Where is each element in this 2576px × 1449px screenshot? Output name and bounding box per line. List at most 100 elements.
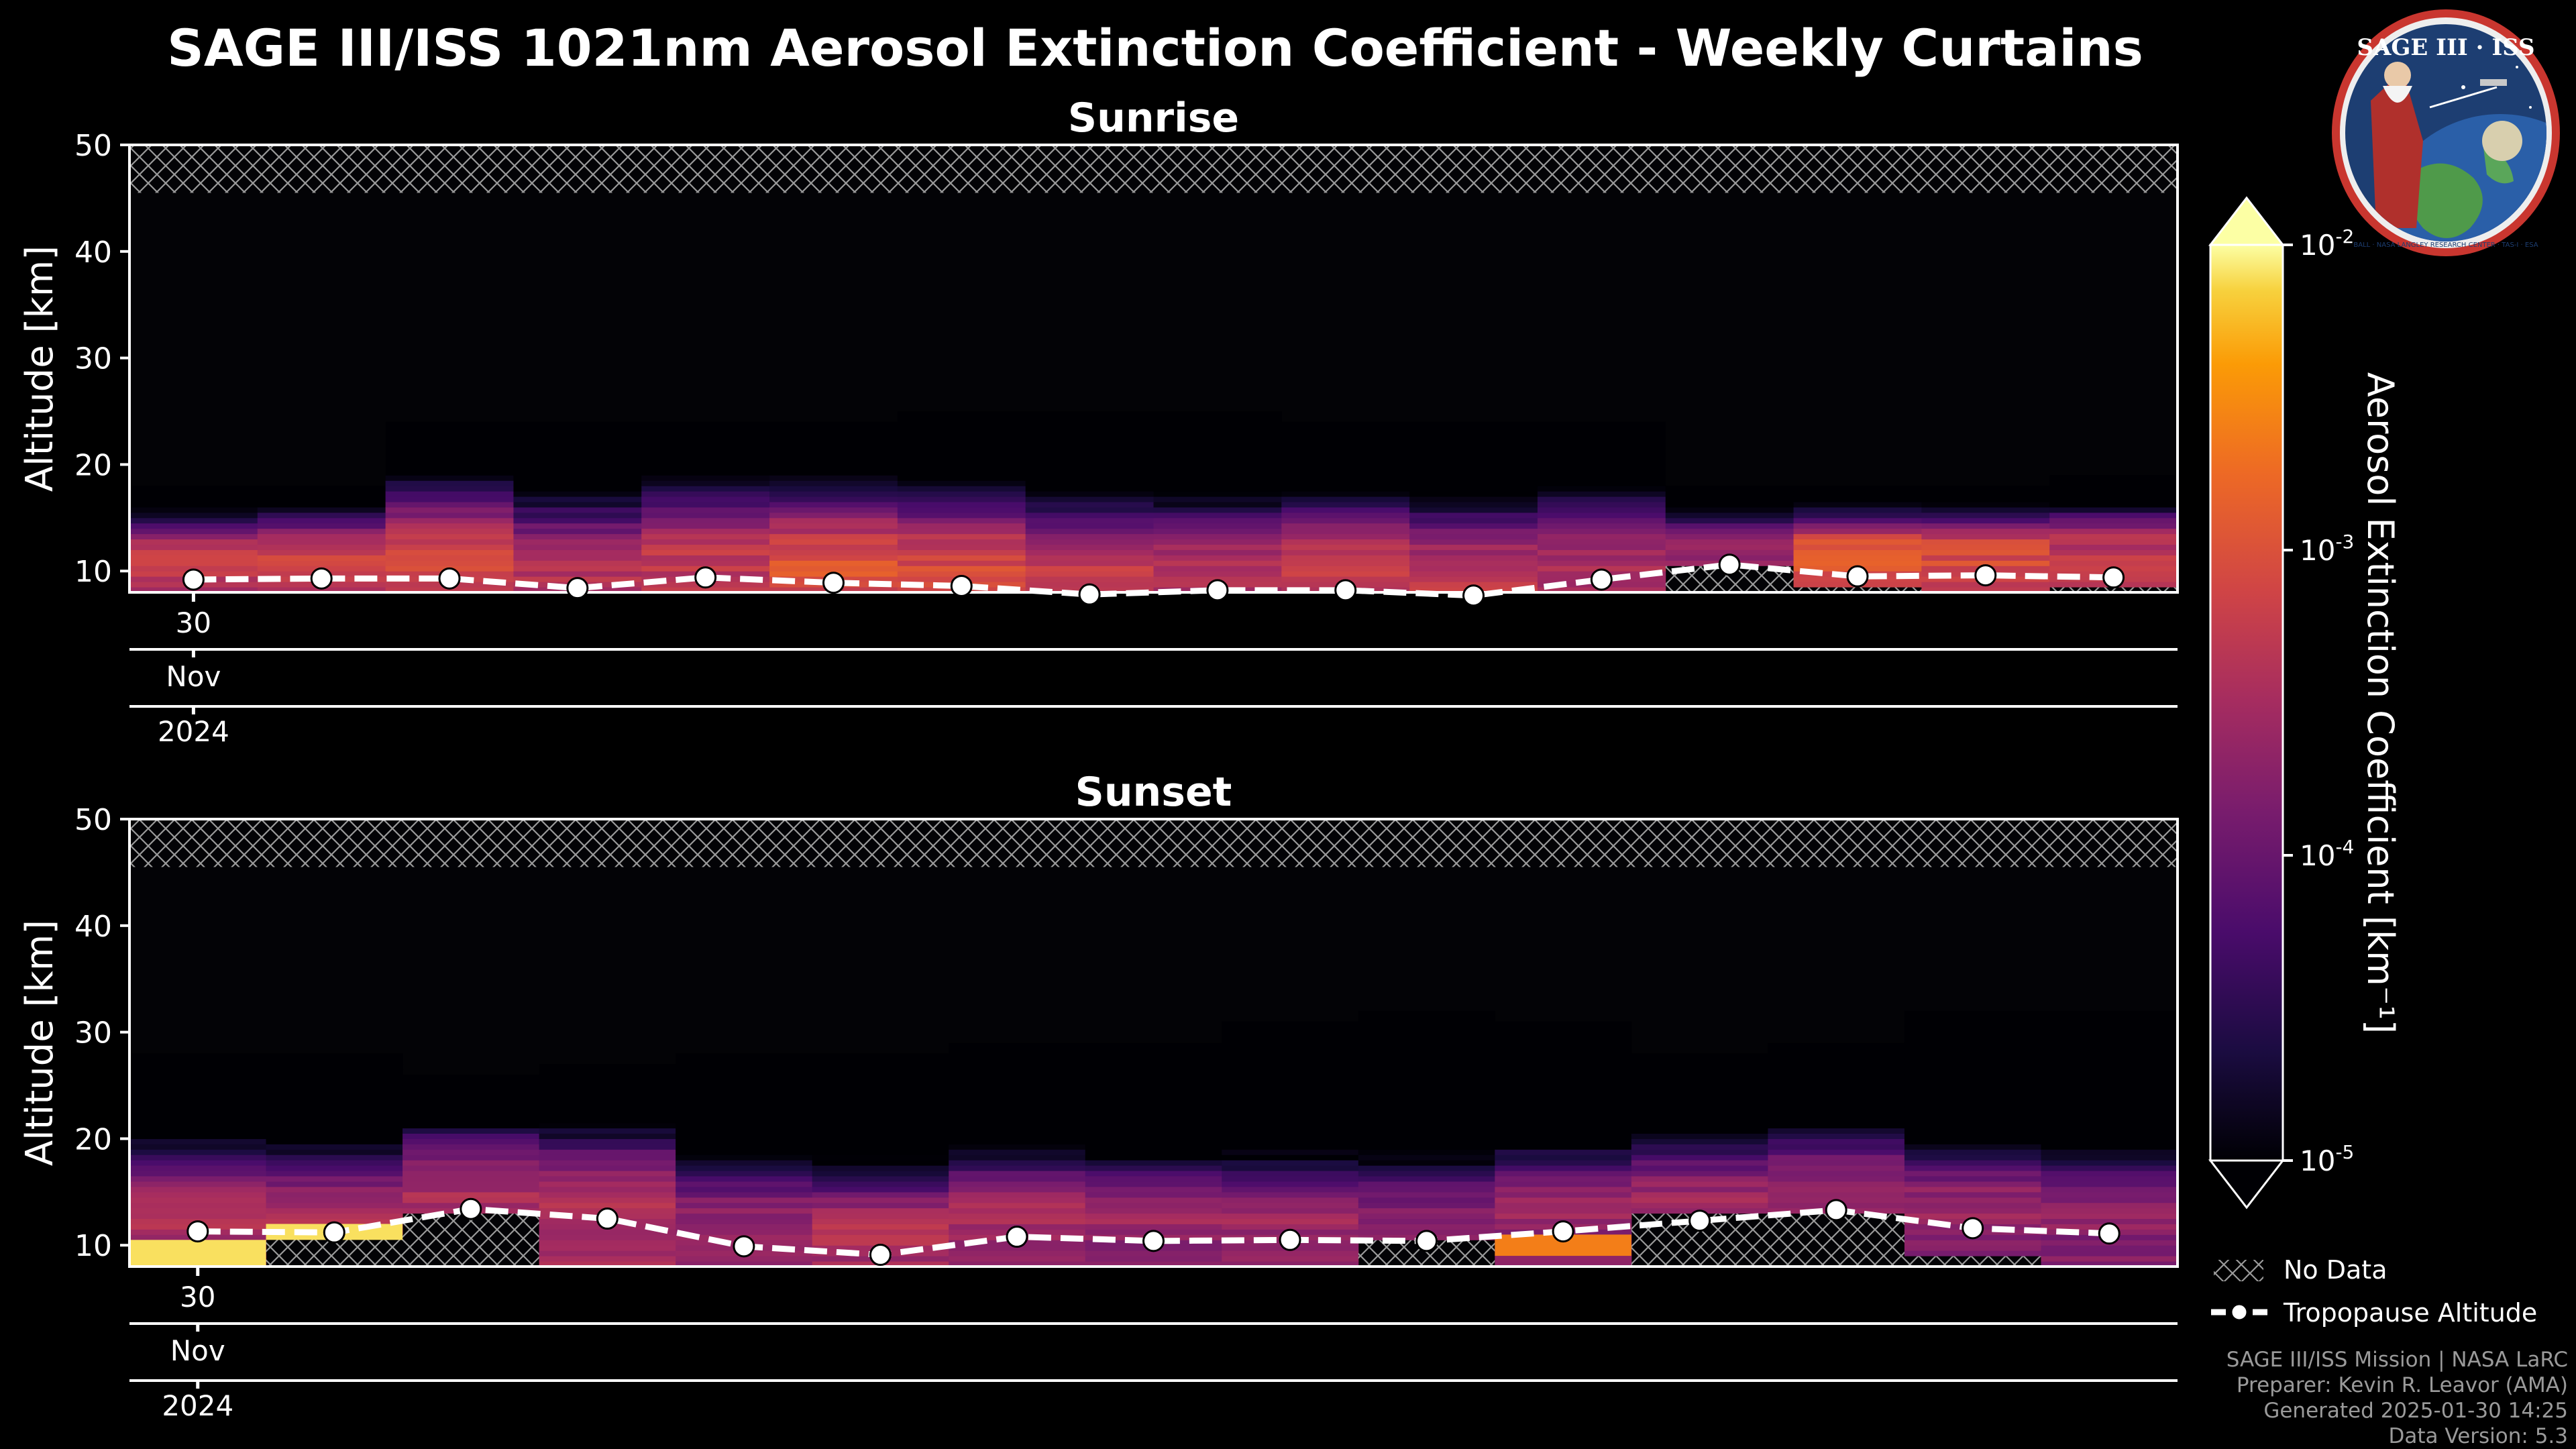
extinction-bin [1537, 539, 1666, 545]
extinction-bin [641, 470, 770, 476]
extinction-bin [1153, 453, 1282, 460]
extinction-bin [949, 1128, 1086, 1134]
extinction-bin [949, 1095, 1086, 1102]
extinction-bin [1409, 533, 1538, 540]
extinction-bin [1904, 1160, 2041, 1166]
extinction-bin [897, 496, 1026, 502]
extinction-bin [2049, 475, 2178, 481]
extinction-bin [513, 523, 642, 529]
extinction-bin [2041, 1075, 2178, 1081]
y-tick-label: 10 [74, 555, 112, 589]
extinction-bin [1153, 517, 1282, 524]
extinction-bin [257, 523, 386, 529]
y-tick-label: 50 [74, 803, 112, 837]
extinction-bin [1281, 470, 1410, 476]
extinction-bin [1768, 1171, 1905, 1177]
extinction-bin [129, 1069, 267, 1075]
extinction-bin [1768, 1186, 1905, 1193]
colorbar-tick-exponent: -5 [2335, 1141, 2354, 1163]
extinction-bin [1631, 1133, 1768, 1139]
extinction-bin [513, 427, 642, 433]
y-tick-label: 40 [74, 235, 112, 270]
extinction-bin [1495, 1069, 1632, 1075]
extinction-bin [1495, 1064, 1632, 1070]
extinction-bin [1768, 1059, 1905, 1065]
extinction-bin [1025, 506, 1154, 513]
extinction-bin [1904, 1101, 2041, 1108]
extinction-bin [1085, 1048, 1222, 1054]
extinction-bin [129, 1197, 267, 1203]
extinction-bin [1409, 566, 1538, 572]
panel-title: Sunset [1075, 769, 1232, 816]
colorbar-top-extend [2208, 196, 2286, 246]
extinction-bin [812, 1224, 949, 1230]
extinction-bin [1085, 1059, 1222, 1065]
extinction-bin [257, 491, 386, 497]
extinction-bin [1281, 437, 1410, 444]
extinction-bin [1631, 1101, 1768, 1108]
extinction-bin [769, 448, 898, 455]
extinction-bin [257, 555, 386, 561]
extinction-bin [1222, 1048, 1359, 1054]
extinction-bin [1281, 453, 1410, 460]
extinction-bin [1222, 1133, 1359, 1139]
extinction-bin [949, 1208, 1086, 1214]
tropopause-point [950, 574, 973, 597]
extinction-bin [1409, 523, 1538, 529]
extinction-bin [2041, 1090, 2178, 1097]
extinction-bin [129, 1117, 267, 1124]
extinction-bin [539, 1171, 676, 1177]
extinction-bin [1085, 1106, 1222, 1113]
extinction-bin [513, 533, 642, 540]
extinction-bin [1222, 1106, 1359, 1113]
extinction-bin [897, 571, 1026, 577]
extinction-bin [812, 1069, 949, 1075]
extinction-bin [897, 437, 1026, 444]
extinction-bin [1768, 1042, 1905, 1049]
extinction-bin [1631, 1106, 1768, 1113]
extinction-bin [769, 475, 898, 481]
extinction-bin [1222, 1021, 1359, 1028]
extinction-bin [1085, 1085, 1222, 1091]
extinction-bin [1631, 1197, 1768, 1203]
extinction-bin [1358, 1149, 1495, 1155]
extinction-bin [1025, 560, 1154, 566]
extinction-bin [513, 437, 642, 444]
extinction-bin [385, 544, 514, 550]
x-tick-year: 2024 [158, 715, 229, 748]
extinction-bin [1904, 1186, 2041, 1193]
extinction-bin [676, 1106, 813, 1113]
extinction-bin [1495, 1112, 1632, 1118]
extinction-bin [513, 571, 642, 577]
extinction-bin [897, 506, 1026, 513]
extinction-bin [1904, 1095, 2041, 1102]
extinction-bin [1358, 1128, 1495, 1134]
extinction-bin [1222, 1080, 1359, 1086]
extinction-bin [1768, 1165, 1905, 1171]
extinction-bin [1153, 560, 1282, 566]
extinction-bin [1495, 1053, 1632, 1059]
extinction-bin [402, 1128, 540, 1134]
extinction-bin [641, 437, 770, 444]
extinction-bin [1631, 1069, 1768, 1075]
sage-iii-iss-logo: SAGE III · ISS BALL · NASA LANGLEY RESEA… [2332, 9, 2560, 256]
extinction-bin [1768, 1090, 1905, 1097]
extinction-bin [1537, 437, 1666, 444]
extinction-bin [1085, 1261, 1222, 1267]
extinction-bin [1793, 502, 1922, 508]
extinction-bin [266, 1122, 403, 1129]
extinction-bin [1409, 443, 1538, 449]
extinction-bin [1025, 555, 1154, 561]
extinction-bin [1085, 1095, 1222, 1102]
extinction-bin [1537, 480, 1666, 486]
panel-sunset: 10 20 30 40 50 Altitude [km] Sunset 30 Nov 2024 [18, 769, 2179, 1422]
extinction-bin [1085, 1171, 1222, 1177]
extinction-bin [1495, 1149, 1632, 1155]
extinction-bin [1665, 496, 1794, 502]
tropopause-point [596, 1208, 619, 1230]
extinction-bin [1358, 1202, 1495, 1209]
extinction-bin [1793, 549, 1922, 555]
extinction-bin [1358, 1032, 1495, 1038]
extinction-bin [949, 1133, 1086, 1139]
extinction-bin [1495, 1026, 1632, 1033]
